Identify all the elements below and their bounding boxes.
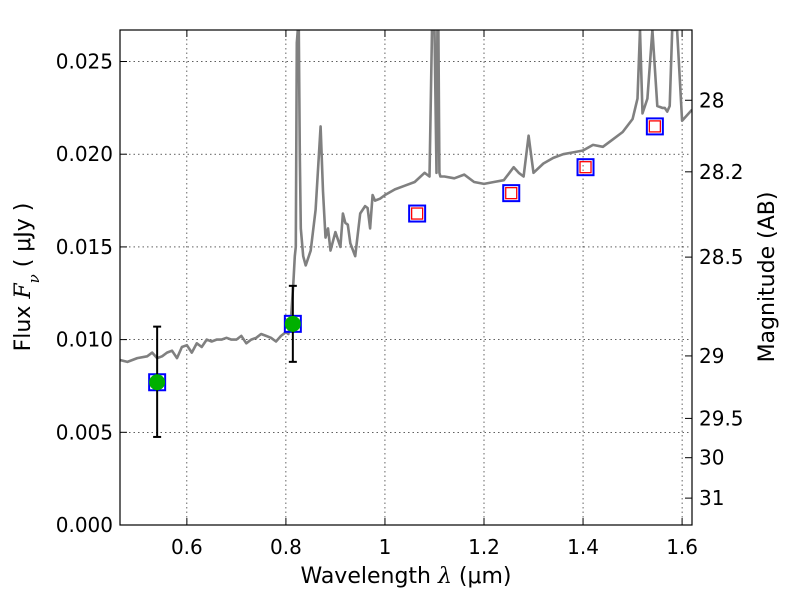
observed-point: [284, 315, 301, 332]
y-axis-label-unit: ( μJy ): [11, 203, 36, 275]
x-axis-label-symbol: λ: [437, 564, 452, 589]
observed-point: [149, 374, 166, 391]
x-tick-label: 1.2: [468, 535, 500, 559]
upper-limit-square: [505, 186, 518, 200]
y2-tick-label: 29.5: [699, 406, 744, 430]
model-band-square: [408, 204, 427, 223]
spectrum-line: [120, 30, 692, 364]
x-tick-label: 1.4: [567, 535, 599, 559]
y2-tick-label: 30: [699, 446, 724, 470]
spectrum-layer: [120, 30, 692, 364]
y-tick-label: 0.025: [56, 50, 113, 74]
y-tick-label: 0.020: [56, 142, 113, 166]
x-axis-label-unit: (μm): [452, 564, 512, 589]
upper-limit-square: [648, 120, 662, 133]
x-axis-label: Wavelength λ (μm): [300, 564, 511, 589]
y-axis-label-subscript: ν: [25, 274, 43, 283]
y-tick-label: 0.010: [56, 328, 113, 352]
x-tick-label: 1: [379, 535, 392, 559]
plot-frame: [119, 29, 693, 526]
x-tick-label: 0.8: [270, 535, 302, 559]
y-tick-label: 0.015: [56, 235, 113, 259]
model-band-square: [576, 158, 595, 177]
x-tick-label: 1.6: [666, 535, 698, 559]
markers-layer: [148, 117, 664, 438]
model-band-square: [502, 184, 521, 203]
model-band-square: [645, 117, 664, 136]
y2-tick-label: 31: [699, 486, 724, 510]
x-axis-label-text: Wavelength: [300, 564, 438, 589]
plot-background: [120, 30, 692, 525]
upper-limit-square: [579, 161, 592, 174]
upper-limit-square: [410, 207, 424, 220]
y-axis-label: Flux Fν ( μJy ): [11, 203, 43, 352]
y2-tick-label: 28: [699, 88, 724, 112]
y2-tick-label: 28.5: [699, 245, 744, 269]
y2-tick-label: 28.2: [699, 160, 744, 184]
y2-tick-label: 29: [699, 344, 724, 368]
y-tick-label: 0.005: [56, 420, 113, 444]
y-axis-label-text: Flux: [11, 299, 36, 352]
x-tick-label: 0.6: [171, 535, 203, 559]
y-axis-label-symbol: F: [11, 283, 36, 300]
y-tick-label: 0.000: [56, 513, 113, 537]
ticks-layer: 0.6 0.8 1 1.2 1.4 1.6 0.000 0.005 0.010 0.015 0.02…: [56, 30, 744, 559]
y2-axis-label: Magnitude (AB): [755, 192, 780, 363]
